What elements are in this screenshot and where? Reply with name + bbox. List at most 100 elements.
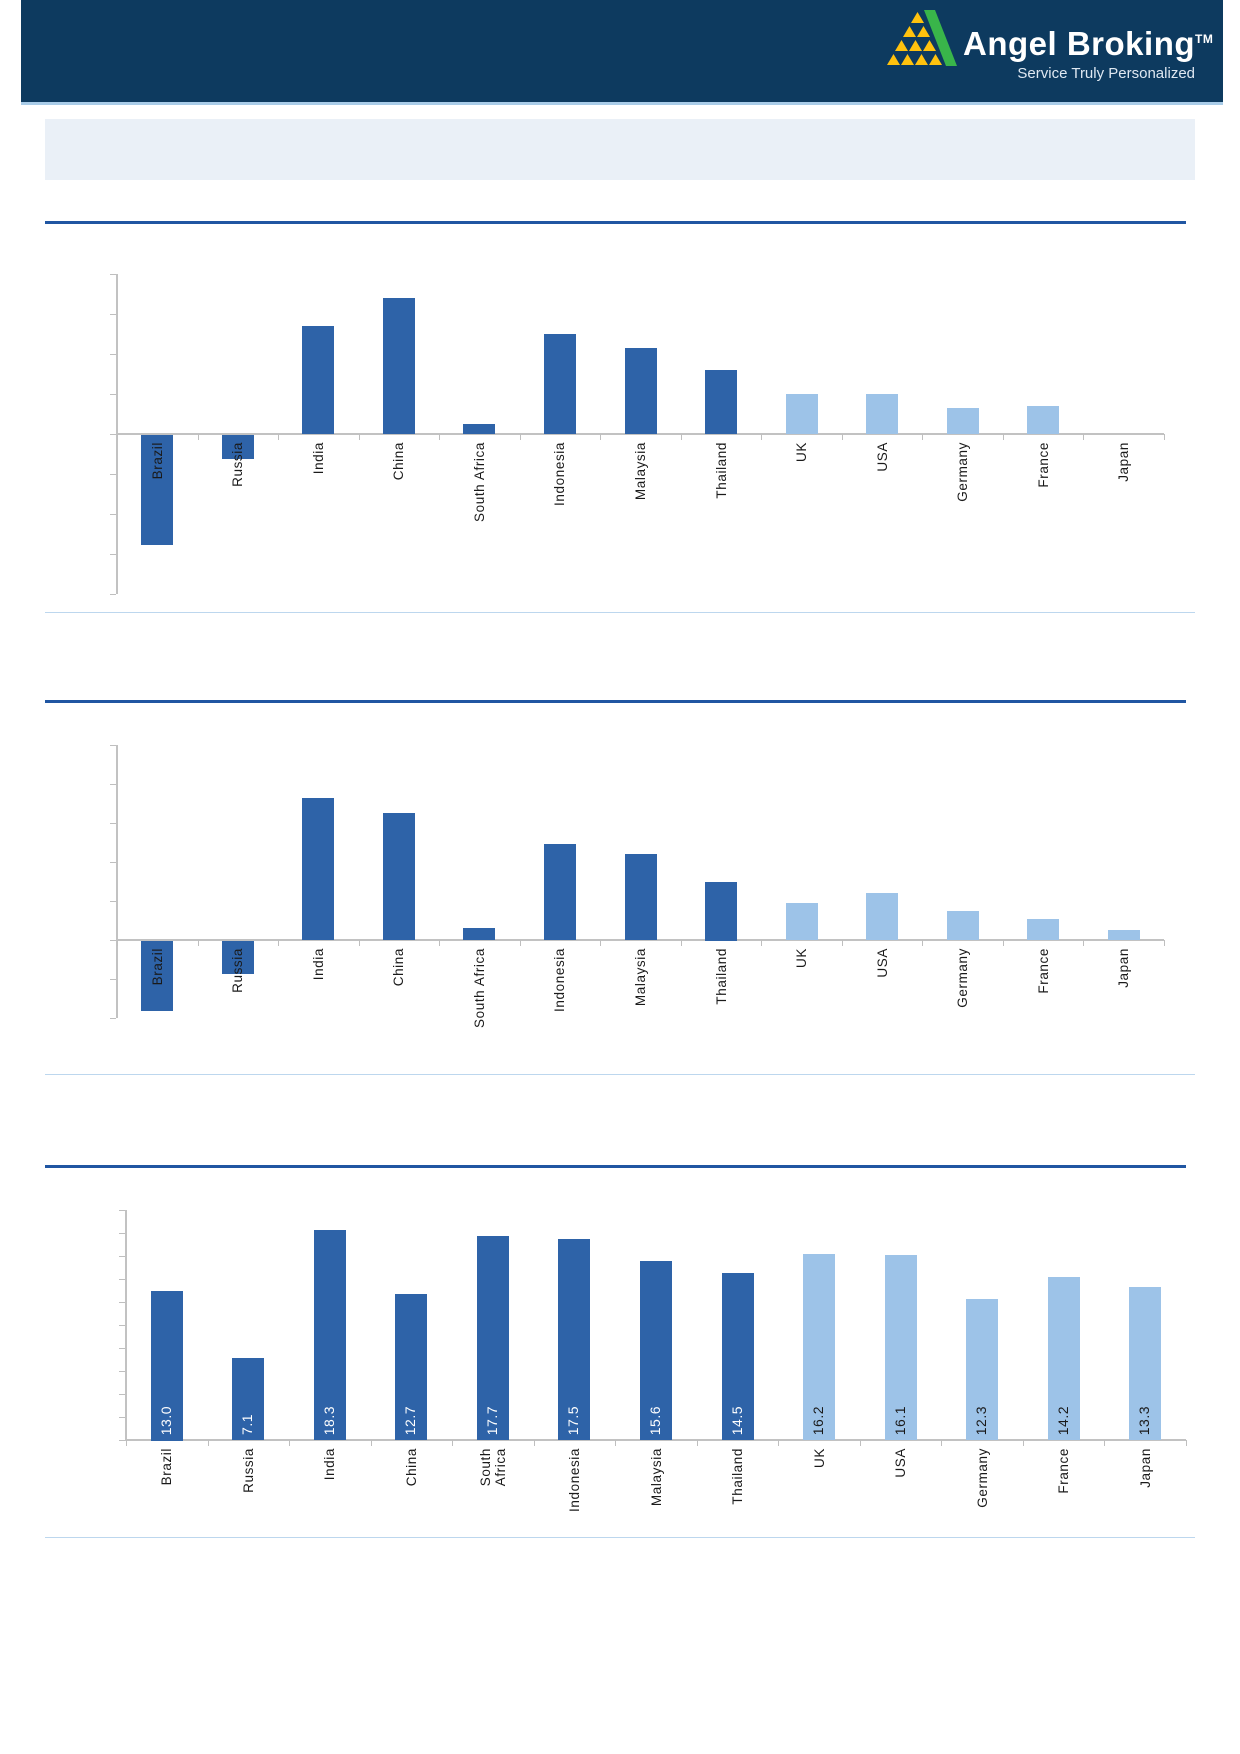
bar-chart-3-india [314, 1230, 346, 1440]
x-axis-label: Indonesia [567, 1448, 582, 1512]
x-axis-line-chart-3 [125, 1439, 1186, 1441]
section-bottom-line [45, 1537, 1195, 1538]
x-axis-label: South Africa [472, 442, 487, 522]
brand-tagline: Service Truly Personalized [1017, 65, 1195, 82]
trademark-mark: TM [1195, 32, 1214, 46]
x-axis-label: Russia [230, 948, 245, 993]
x-axis-tick [208, 1440, 209, 1446]
bar-chart-3-japan [1129, 1287, 1161, 1440]
y-axis-tick [110, 434, 116, 435]
y-axis-tick [110, 940, 116, 941]
x-axis-tick [534, 1440, 535, 1446]
x-axis-tick [761, 434, 762, 440]
y-axis-tick [110, 979, 116, 980]
x-axis-label: USA [875, 948, 890, 978]
x-axis-tick [520, 434, 521, 440]
x-axis-tick [1083, 434, 1084, 440]
x-axis-label: UK [794, 442, 809, 462]
y-axis-line-chart-3 [125, 1210, 127, 1440]
bar-chart-3-germany [966, 1299, 998, 1440]
bar-chart-2-france [1027, 919, 1059, 940]
bar-value-label: 17.7 [484, 1405, 500, 1435]
x-axis-label: Germany [975, 1448, 990, 1508]
x-axis-tick [1164, 940, 1165, 946]
x-axis-tick [860, 1440, 861, 1446]
bar-chart-3-brazil [151, 1291, 183, 1441]
y-axis-tick [119, 1417, 125, 1418]
bar-value-label: 16.2 [810, 1405, 826, 1435]
x-axis-tick [1003, 940, 1004, 946]
x-axis-label: UK [812, 1448, 827, 1468]
x-axis-label: Japan [1116, 948, 1131, 988]
x-axis-label: Brazil [150, 442, 165, 480]
y-axis-tick [110, 394, 116, 395]
x-axis-label: Malaysia [633, 442, 648, 501]
bar-chart-3-russia [232, 1358, 264, 1440]
x-axis-tick [922, 434, 923, 440]
x-axis-tick [117, 940, 118, 946]
x-axis-tick [842, 940, 843, 946]
x-axis-label: India [311, 948, 326, 981]
x-axis-label: France [1036, 442, 1051, 488]
y-axis-tick [119, 1394, 125, 1395]
y-axis-tick [119, 1348, 125, 1349]
x-axis-label: South Africa [472, 948, 487, 1028]
bar-value-label: 16.1 [892, 1405, 908, 1435]
summary-banner [45, 119, 1195, 180]
y-axis-tick [110, 274, 116, 275]
x-axis-label: USA [893, 1448, 908, 1478]
y-axis-tick [110, 745, 116, 746]
angel-broking-logo [881, 10, 957, 70]
bar-chart-3-uk [803, 1254, 835, 1440]
bar-chart-1-south-africa [463, 424, 495, 434]
x-axis-tick [1104, 1440, 1105, 1446]
x-axis-tick [600, 434, 601, 440]
x-axis-tick [1186, 1440, 1187, 1446]
bar-value-label: 12.3 [973, 1405, 989, 1435]
x-axis-line-chart-1 [116, 433, 1164, 435]
bar-chart-1-uk [786, 394, 818, 434]
y-axis-tick [110, 594, 116, 595]
x-axis-label: USA [875, 442, 890, 472]
x-axis-label: China [404, 1448, 419, 1487]
y-axis-tick [119, 1233, 125, 1234]
bar-chart-3-south-africa [477, 1236, 509, 1440]
section-separator-line [45, 700, 1186, 703]
x-axis-tick [126, 1440, 127, 1446]
x-axis-label: Germany [955, 442, 970, 502]
x-axis-line-chart-2 [116, 939, 1164, 941]
bar-chart-1-russia [222, 435, 254, 459]
bar-chart-2-usa [866, 893, 898, 940]
x-axis-label: Japan [1138, 1448, 1153, 1488]
y-axis-tick [119, 1325, 125, 1326]
y-axis-tick [110, 354, 116, 355]
x-axis-tick [1083, 940, 1084, 946]
x-axis-tick [439, 434, 440, 440]
y-axis-tick [119, 1371, 125, 1372]
bar-chart-2-thailand [705, 882, 737, 941]
bar-value-label: 17.5 [565, 1405, 581, 1435]
y-axis-tick [110, 823, 116, 824]
bar-chart-2-japan [1108, 930, 1140, 940]
bar-chart-3-malaysia [640, 1261, 672, 1440]
x-axis-tick [439, 940, 440, 946]
bar-chart-1-china [383, 298, 415, 434]
y-axis-tick [110, 314, 116, 315]
section-bottom-line [45, 1074, 1195, 1075]
x-axis-label: Thailand [714, 948, 729, 1005]
y-axis-tick [110, 784, 116, 785]
y-axis-tick [110, 514, 116, 515]
x-axis-tick [117, 434, 118, 440]
x-axis-tick [278, 434, 279, 440]
x-axis-label: China [391, 442, 406, 481]
section-bottom-line [45, 612, 1195, 613]
x-axis-label: Indonesia [552, 442, 567, 506]
bar-chart-3-indonesia [558, 1239, 590, 1440]
y-axis-tick [110, 862, 116, 863]
x-axis-label: France [1036, 948, 1051, 994]
x-axis-tick [941, 1440, 942, 1446]
x-axis-tick [198, 434, 199, 440]
x-axis-tick [778, 1440, 779, 1446]
y-axis-tick [110, 901, 116, 902]
x-axis-tick [681, 940, 682, 946]
